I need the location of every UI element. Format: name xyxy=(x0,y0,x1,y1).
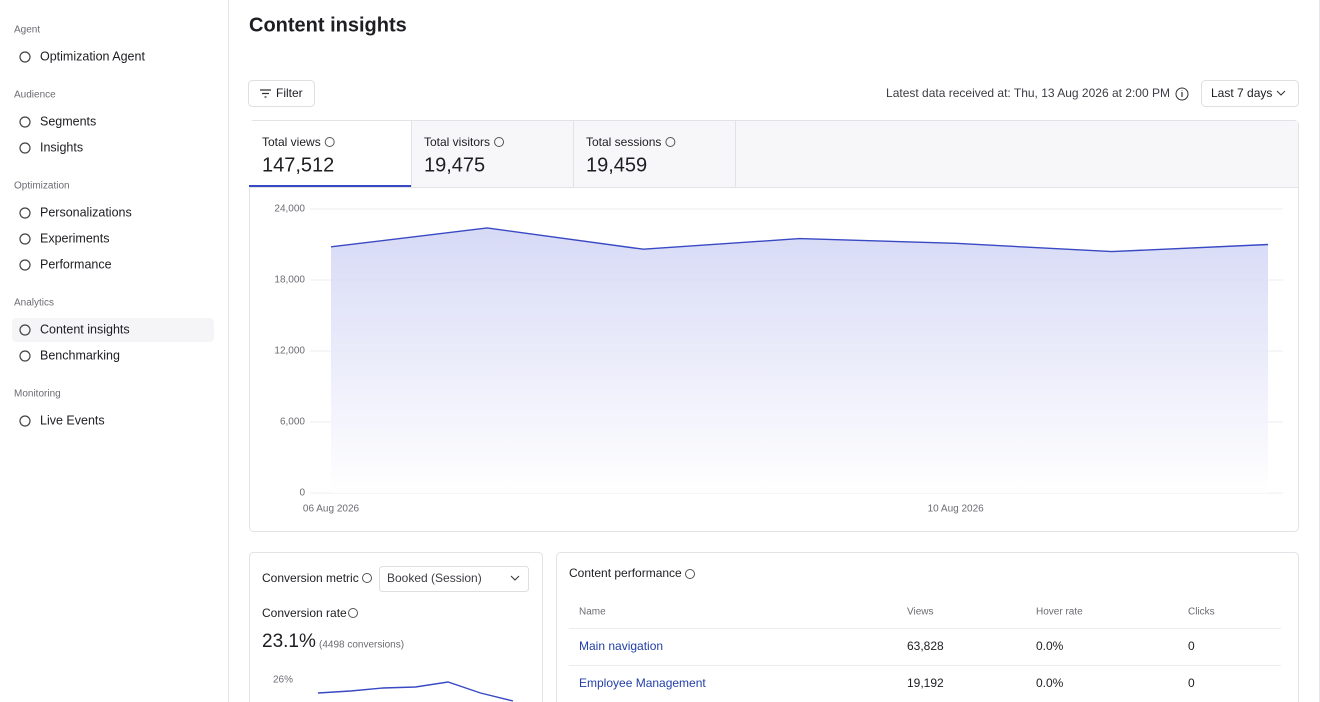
content-performance-card xyxy=(556,552,1299,702)
active-tab[interactable] xyxy=(249,121,411,187)
y-tick-label: 26% xyxy=(273,675,293,686)
nav-icon xyxy=(19,233,31,245)
metric-select-value: Booked (Session) xyxy=(387,571,482,585)
y-tick-label: 0 xyxy=(299,488,305,499)
chevron xyxy=(1276,90,1286,96)
table-cell: 0.0% xyxy=(1036,676,1064,690)
info-icon[interactable] xyxy=(665,137,676,147)
table-cell: 0 xyxy=(1188,639,1195,653)
nav-item[interactable]: Experiments xyxy=(40,231,109,245)
nav-item[interactable]: Insights xyxy=(40,140,83,154)
nav-item[interactable]: Live Events xyxy=(40,413,105,427)
metric-value: 19,475 xyxy=(424,154,485,176)
x-tick-label: 06 Aug 2026 xyxy=(303,504,360,515)
page-title: Content insights xyxy=(249,14,407,36)
x-tick-label: 10 Aug 2026 xyxy=(928,504,985,515)
section-title: Agent xyxy=(14,25,40,36)
table-cell: 0.0% xyxy=(1036,639,1064,653)
section-title: Audience xyxy=(14,90,56,101)
area xyxy=(331,227,1268,493)
nav-item[interactable]: Optimization Agent xyxy=(40,49,145,63)
nav-icon xyxy=(19,415,31,427)
metric-select[interactable] xyxy=(379,566,529,592)
section-title: Monitoring xyxy=(14,389,61,400)
metric-value: 19,459 xyxy=(586,154,647,176)
nav-icon xyxy=(19,142,31,154)
column-header: Hover rate xyxy=(1036,607,1083,618)
info-icon[interactable] xyxy=(324,137,335,147)
y-tick-label: 12,000 xyxy=(274,346,305,357)
nav-icon xyxy=(19,116,31,128)
metric-value: 147,512 xyxy=(262,154,334,176)
conversion-count: (4498 conversions) xyxy=(319,640,404,651)
nav-item[interactable]: Benchmarking xyxy=(40,348,120,362)
metric-label: Total sessions xyxy=(586,135,661,149)
info-icon[interactable] xyxy=(494,137,505,147)
column-header: Views xyxy=(907,607,934,618)
y-tick-label: 6,000 xyxy=(280,417,305,428)
table-cell: 19,192 xyxy=(907,676,944,690)
filter-icon xyxy=(260,89,271,98)
info-icon[interactable] xyxy=(1175,87,1189,101)
section-title: Analytics xyxy=(14,298,54,309)
metric-label: Total views xyxy=(262,135,321,149)
nav-item[interactable]: Segments xyxy=(40,114,96,128)
nav-item[interactable]: Performance xyxy=(40,257,112,271)
range-select[interactable] xyxy=(1201,80,1299,107)
content-link[interactable]: Employee Management xyxy=(579,676,706,690)
metric-label: Total visitors xyxy=(424,135,490,149)
y-tick-label: 24,000 xyxy=(274,204,305,215)
conversion-rate: 23.1% xyxy=(262,631,316,652)
nav-icon xyxy=(19,51,31,63)
conversion-rate-label: Conversion rate xyxy=(262,606,347,620)
section-title: Optimization xyxy=(14,181,70,192)
latest-data: Latest data received at: Thu, 13 Aug 202… xyxy=(886,86,1170,100)
active-underline xyxy=(249,185,411,187)
y-tick-label: 18,000 xyxy=(274,275,305,286)
info-icon[interactable] xyxy=(362,573,372,583)
nav-item[interactable]: Personalizations xyxy=(40,205,132,219)
nav-icon xyxy=(19,207,31,219)
column-header: Name xyxy=(579,607,606,618)
chevron xyxy=(510,575,520,581)
info-icon[interactable] xyxy=(685,569,695,579)
content-link[interactable]: Main navigation xyxy=(579,639,663,653)
conversion-metric-label: Conversion metric xyxy=(262,571,359,585)
tab-bar xyxy=(250,121,1298,187)
content-performance-title: Content performance xyxy=(569,566,682,580)
nav-item[interactable]: Content insights xyxy=(40,322,130,336)
line xyxy=(317,681,514,702)
info-icon[interactable] xyxy=(348,608,358,618)
nav-icon xyxy=(19,350,31,362)
nav-icon xyxy=(19,259,31,271)
line xyxy=(330,227,1269,253)
filter-button[interactable] xyxy=(248,80,315,107)
active-bg xyxy=(12,318,214,342)
range-label: Last 7 days xyxy=(1211,86,1272,100)
nav-icon xyxy=(19,324,31,336)
column-header: Clicks xyxy=(1188,607,1215,618)
table-cell: 63,828 xyxy=(907,639,944,653)
table-cell: 0 xyxy=(1188,676,1195,690)
sidebar xyxy=(0,0,228,702)
filter-label: Filter xyxy=(276,86,303,100)
